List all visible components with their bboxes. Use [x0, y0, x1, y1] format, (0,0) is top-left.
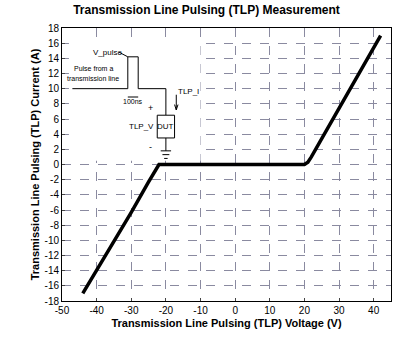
svg-text:-40: -40	[89, 305, 104, 316]
svg-text:0: 0	[232, 305, 238, 316]
svg-text:10: 10	[264, 305, 276, 316]
svg-text:-50: -50	[55, 305, 70, 316]
svg-text:-12: -12	[45, 250, 60, 261]
svg-text:20: 20	[299, 305, 311, 316]
svg-text:4: 4	[53, 129, 59, 140]
svg-text:-16: -16	[45, 280, 60, 291]
svg-text:18: 18	[48, 23, 60, 34]
svg-text:12: 12	[48, 68, 60, 79]
svg-text:-18: -18	[45, 296, 60, 307]
svg-text:100ns: 100ns	[123, 98, 143, 105]
svg-text:6: 6	[53, 114, 59, 125]
svg-text:2: 2	[53, 144, 59, 155]
svg-text:V_pulse: V_pulse	[93, 48, 122, 57]
svg-text:-2: -2	[50, 174, 59, 185]
svg-text:40: 40	[368, 305, 380, 316]
svg-text:0: 0	[53, 159, 59, 170]
svg-text:Pulse from a: Pulse from a	[74, 65, 113, 72]
svg-text:10: 10	[48, 83, 60, 94]
svg-text:-6: -6	[50, 205, 59, 216]
svg-text:-20: -20	[159, 305, 174, 316]
svg-text:16: 16	[48, 38, 60, 49]
svg-text:-14: -14	[45, 265, 60, 276]
svg-text:+: +	[148, 103, 153, 113]
svg-text:14: 14	[48, 53, 60, 64]
svg-text:-4: -4	[50, 189, 59, 200]
svg-text:TLP_V: TLP_V	[129, 122, 154, 131]
svg-text:Transmission Line Pulsing (TLP: Transmission Line Pulsing (TLP) Voltage …	[111, 317, 342, 329]
svg-text:30: 30	[333, 305, 345, 316]
svg-text:-8: -8	[50, 220, 59, 231]
svg-text:transmission line: transmission line	[67, 75, 119, 82]
svg-text:8: 8	[53, 98, 59, 109]
svg-text:DUT: DUT	[157, 122, 174, 131]
svg-text:-10: -10	[45, 235, 60, 246]
svg-text:-30: -30	[124, 305, 139, 316]
svg-text:-10: -10	[193, 305, 208, 316]
svg-text:Transmission Line Pulsing (TLP: Transmission Line Pulsing (TLP) Measurem…	[73, 3, 340, 17]
svg-text:TLP_I: TLP_I	[178, 87, 199, 96]
svg-text:-: -	[149, 142, 152, 152]
svg-text:Transmission Line Pulsing (TLP: Transmission Line Pulsing (TLP) Current …	[29, 48, 41, 280]
